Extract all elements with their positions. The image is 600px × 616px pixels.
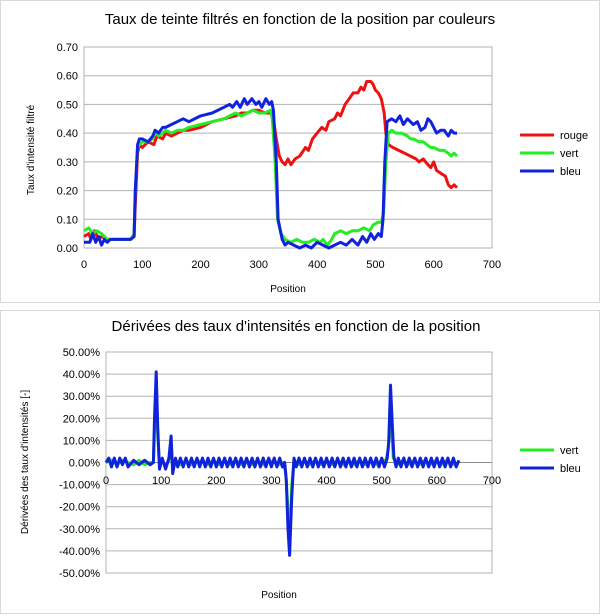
y-tick-label: 30.00% (63, 391, 101, 403)
x-tick-label: 0 (103, 475, 109, 487)
x-tick-label: 500 (373, 475, 391, 487)
chart-2-x-axis-label: Position (261, 590, 297, 601)
y-tick-label: 0.10 (57, 214, 78, 226)
x-tick-label: 200 (207, 475, 225, 487)
legend-label-bleu: bleu (560, 463, 581, 475)
series-line-vert (83, 108, 459, 247)
y-tick-label: -10.00% (59, 480, 100, 492)
chart-1-grid (84, 46, 492, 249)
y-tick-label: -40.00% (59, 546, 100, 558)
x-tick-label: 200 (191, 259, 209, 271)
series-line-bleu (104, 370, 461, 557)
chart-2-x-ticks: 0 100 200 300 400 500 600 700 (103, 475, 501, 487)
x-tick-label: 300 (262, 475, 280, 487)
chart-1-legend: rouge vert bleu (520, 130, 588, 178)
y-tick-label: -50.00% (59, 568, 100, 580)
x-tick-label: 600 (425, 259, 443, 271)
y-tick-label: 0.00% (69, 458, 100, 470)
y-tick-label: -20.00% (59, 502, 100, 514)
y-tick-label: 0.40 (57, 128, 78, 140)
x-tick-label: 600 (428, 475, 446, 487)
chart-2-y-ticks: 50.00% 40.00% 30.00% 20.00% 10.00% 0.00% -10.0… (59, 347, 100, 580)
legend-label-vert: vert (560, 445, 578, 457)
x-tick-label: 700 (483, 475, 501, 487)
chart-1-y-axis-label: Taux d'intensité filtré (26, 104, 37, 195)
y-tick-label: 50.00% (63, 347, 101, 359)
y-tick-label: 10.00% (63, 435, 101, 447)
legend-label-vert: vert (560, 148, 578, 160)
x-tick-label: 500 (366, 259, 384, 271)
chart-2-y-axis-label: Dérivées des taux d'intensités [-] (20, 390, 31, 534)
chart-1-plot-area (83, 46, 493, 249)
legend-label-rouge: rouge (560, 130, 588, 142)
chart-1-y-ticks: 0.00 0.10 0.20 0.30 0.40 0.50 0.60 0.70 (57, 42, 78, 255)
x-tick-label: 100 (152, 475, 170, 487)
y-tick-label: -30.00% (59, 524, 100, 536)
series-line-bleu (84, 97, 457, 250)
chart-2-series (104, 370, 461, 557)
y-tick-label: 40.00% (63, 369, 101, 381)
y-tick-label: 0.50 (57, 99, 78, 111)
chart-1-border (0, 0, 600, 303)
chart-1: Taux de teinte filtrés en fonction de la… (0, 0, 600, 303)
chart-2: Dérivées des taux d'intensités en foncti… (0, 310, 600, 614)
chart-1-x-ticks: 0 100 200 300 400 500 600 700 (81, 259, 501, 271)
legend-label-bleu: bleu (560, 166, 581, 178)
x-tick-label: 100 (133, 259, 151, 271)
chart-2-title: Dérivées des taux d'intensités en foncti… (112, 318, 481, 335)
chart-1-title: Taux de teinte filtrés en fonction de la… (105, 11, 495, 28)
y-tick-label: 0.60 (57, 71, 78, 83)
y-tick-label: 20.00% (63, 413, 101, 425)
x-tick-label: 0 (81, 259, 87, 271)
chart-1-series (83, 80, 459, 250)
y-tick-label: 0.70 (57, 42, 78, 54)
x-tick-label: 400 (308, 259, 326, 271)
x-tick-label: 400 (317, 475, 335, 487)
chart-2-legend: vert bleu (520, 445, 581, 475)
y-tick-label: 0.20 (57, 186, 78, 198)
y-tick-label: 0.30 (57, 157, 78, 169)
chart-1-x-axis-label: Position (270, 284, 306, 295)
x-tick-label: 300 (250, 259, 268, 271)
y-tick-label: 0.00 (57, 243, 78, 255)
x-tick-label: 700 (483, 259, 501, 271)
